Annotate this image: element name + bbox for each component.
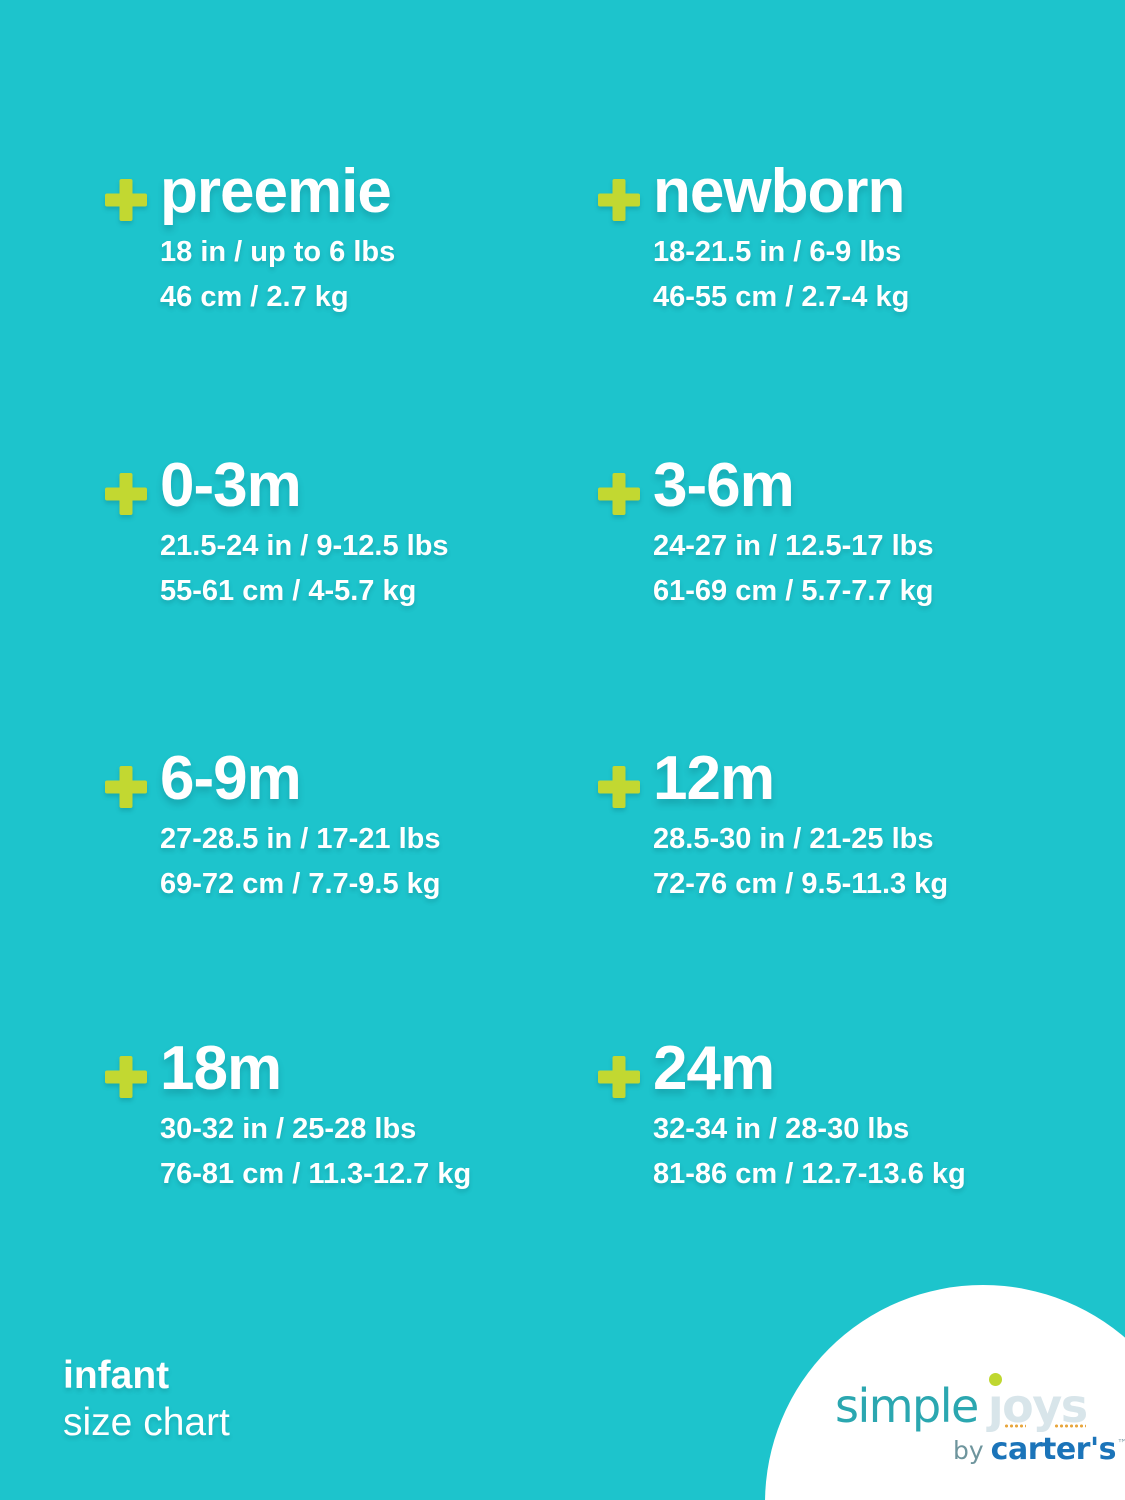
plus-icon [598, 766, 640, 808]
size-imperial: 18 in / up to 6 lbs [160, 236, 396, 268]
size-label: newborn [653, 157, 905, 226]
trademark-symbol: ™ [1117, 1437, 1125, 1450]
brand-byline: by carter's™ [953, 1428, 1125, 1470]
size-label: 6-9m [160, 744, 302, 813]
chart-title-category: infant [63, 1354, 170, 1397]
plus-icon [105, 766, 147, 808]
plus-icon [105, 473, 147, 515]
size-metric: 72-76 cm / 9.5-11.3 kg [653, 868, 949, 900]
size-metric: 69-72 cm / 7.7-9.5 kg [160, 868, 441, 900]
brand-circle: simple ȷoys by carter's™ [765, 1285, 1125, 1500]
size-entry-18m: 18m 30-32 in / 25-28 lbs 76-81 cm / 11.3… [105, 1035, 471, 1197]
size-label: 3-6m [653, 451, 795, 520]
logo-brand-carters: carter's [990, 1432, 1117, 1467]
logo-word-simple: simple [835, 1379, 979, 1433]
size-metric: 81-86 cm / 12.7-13.6 kg [653, 1158, 966, 1190]
size-imperial: 27-28.5 in / 17-21 lbs [160, 823, 441, 855]
plus-icon [105, 1056, 147, 1098]
chart-title: infant size chart [63, 1352, 230, 1446]
plus-icon [598, 179, 640, 221]
size-label: 0-3m [160, 451, 302, 520]
dotted-underline-icon [1053, 1424, 1086, 1428]
size-imperial: 21.5-24 in / 9-12.5 lbs [160, 530, 449, 562]
logo-by: by [953, 1436, 984, 1465]
size-imperial: 32-34 in / 28-30 lbs [653, 1113, 910, 1145]
size-label: preemie [160, 157, 392, 226]
size-metric: 55-61 cm / 4-5.7 kg [160, 575, 417, 607]
size-entry-preemie: preemie 18 in / up to 6 lbs 46 cm / 2.7 … [105, 158, 395, 320]
size-metric: 46-55 cm / 2.7-4 kg [653, 281, 910, 313]
size-imperial: 18-21.5 in / 6-9 lbs [653, 236, 902, 268]
size-imperial: 28.5-30 in / 21-25 lbs [653, 823, 934, 855]
size-metric: 61-69 cm / 5.7-7.7 kg [653, 575, 934, 607]
plus-icon [105, 179, 147, 221]
brand-logo: simple ȷoys [835, 1373, 1088, 1429]
size-entry-0-3m: 0-3m 21.5-24 in / 9-12.5 lbs 55-61 cm / … [105, 452, 449, 614]
size-imperial: 24-27 in / 12.5-17 lbs [653, 530, 934, 562]
plus-icon [598, 473, 640, 515]
j-dot-icon [988, 1373, 1002, 1386]
size-imperial: 30-32 in / 25-28 lbs [160, 1113, 417, 1145]
logo-word-joys: ȷoys [988, 1373, 1088, 1429]
plus-icon [598, 1056, 640, 1098]
size-entry-24m: 24m 32-34 in / 28-30 lbs 81-86 cm / 12.7… [598, 1035, 966, 1197]
chart-title-subtitle: size chart [63, 1401, 230, 1444]
logo-word-joys-text: ȷoys [987, 1379, 1088, 1433]
size-entry-3-6m: 3-6m 24-27 in / 12.5-17 lbs 61-69 cm / 5… [598, 452, 934, 614]
size-label: 18m [160, 1034, 282, 1103]
size-metric: 46 cm / 2.7 kg [160, 281, 349, 313]
size-label: 12m [653, 744, 775, 813]
size-entry-newborn: newborn 18-21.5 in / 6-9 lbs 46-55 cm / … [598, 158, 909, 320]
size-label: 24m [653, 1034, 775, 1103]
dotted-underline-icon [1003, 1424, 1026, 1428]
size-metric: 76-81 cm / 11.3-12.7 kg [160, 1158, 472, 1190]
size-entry-12m: 12m 28.5-30 in / 21-25 lbs 72-76 cm / 9.… [598, 745, 948, 907]
size-entry-6-9m: 6-9m 27-28.5 in / 17-21 lbs 69-72 cm / 7… [105, 745, 441, 907]
